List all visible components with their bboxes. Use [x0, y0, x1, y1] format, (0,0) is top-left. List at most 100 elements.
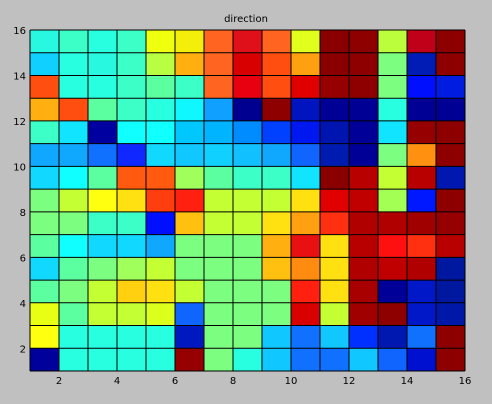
x-tick-label: 6 [172, 376, 178, 387]
heatmap-cell [291, 257, 320, 281]
heatmap-cell [378, 189, 407, 212]
heatmap-cell [204, 98, 233, 121]
heatmap-cell [204, 120, 233, 144]
heatmap-cell [320, 302, 349, 326]
heatmap-cell [233, 98, 262, 121]
heatmap-cell [204, 234, 233, 258]
heatmap-cell [378, 98, 407, 121]
heatmap-cell [262, 120, 291, 144]
heatmap-cell [436, 75, 465, 99]
heatmap-cell [59, 234, 88, 258]
heatmap-cell [146, 189, 175, 212]
heatmap-cell [320, 234, 349, 258]
heatmap-cell [30, 143, 59, 167]
heatmap-cell [436, 234, 465, 258]
heatmap-cell [407, 75, 436, 99]
heatmap-cells [30, 30, 465, 371]
heatmap-cell [175, 166, 204, 190]
y-axis-ticks: 2 4 6 8 10 12 14 16 [13, 26, 26, 355]
heatmap-cell [30, 348, 59, 371]
heatmap-cell [320, 166, 349, 190]
heatmap-cell [291, 143, 320, 167]
heatmap-cell [262, 98, 291, 121]
heatmap-cell [88, 257, 117, 281]
heatmap-cell [291, 120, 320, 144]
heatmap-cell [59, 98, 88, 121]
heatmap-cell [146, 280, 175, 303]
heatmap-cell [378, 143, 407, 167]
heatmap-cell [349, 257, 378, 281]
heatmap-cell [59, 257, 88, 281]
heatmap-cell [378, 234, 407, 258]
heatmap-cell [436, 280, 465, 303]
heatmap-cell [291, 234, 320, 258]
heatmap-cell [262, 189, 291, 212]
heatmap-cell [233, 52, 262, 76]
heatmap-cell [233, 143, 262, 167]
heatmap-cell [59, 211, 88, 235]
heatmap-cell [59, 143, 88, 167]
heatmap-cell [117, 257, 146, 281]
heatmap-cell [378, 257, 407, 281]
heatmap-cell [146, 98, 175, 121]
heatmap-cell [117, 98, 146, 121]
heatmap-cell [146, 30, 175, 53]
heatmap-cell [117, 30, 146, 53]
heatmap-cell [407, 98, 436, 121]
heatmap-cell [378, 52, 407, 76]
heatmap-cell [146, 348, 175, 371]
heatmap-cell [378, 30, 407, 53]
heatmap-cell [262, 257, 291, 281]
heatmap-cell [146, 211, 175, 235]
heatmap-cell [320, 257, 349, 281]
heatmap-cell [175, 98, 204, 121]
heatmap-cell [59, 348, 88, 371]
heatmap-cell [349, 348, 378, 371]
heatmap-cell [30, 302, 59, 326]
heatmap-cell [175, 211, 204, 235]
heatmap-cell [30, 189, 59, 212]
heatmap-cell [59, 280, 88, 303]
heatmap-cell [320, 30, 349, 53]
heatmap-cell [117, 120, 146, 144]
heatmap-cell [262, 325, 291, 349]
heatmap-cell [88, 234, 117, 258]
heatmap-cell [204, 75, 233, 99]
heatmap-cell [88, 143, 117, 167]
heatmap-cell [436, 348, 465, 371]
heatmap-cell [407, 143, 436, 167]
y-tick-label: 14 [13, 71, 26, 82]
heatmap-cell [175, 143, 204, 167]
grid-lines [29, 29, 466, 372]
heatmap-cell [175, 189, 204, 212]
heatmap-cell [320, 189, 349, 212]
heatmap-cell [146, 143, 175, 167]
heatmap-cell [262, 348, 291, 371]
x-tick-label: 14 [401, 376, 414, 387]
heatmap-cell [117, 75, 146, 99]
y-tick-label: 2 [20, 344, 26, 355]
y-tick-label: 4 [20, 299, 26, 310]
heatmap-cell [233, 166, 262, 190]
heatmap-cell [378, 120, 407, 144]
heatmap-cell [320, 325, 349, 349]
heatmap-cell [407, 234, 436, 258]
heatmap-cell [88, 325, 117, 349]
heatmap-cell [291, 211, 320, 235]
heatmap-cell [59, 325, 88, 349]
x-tick-label: 4 [114, 376, 120, 387]
heatmap-cell [262, 52, 291, 76]
heatmap-cell [88, 52, 117, 76]
heatmap-cell [175, 234, 204, 258]
heatmap-cell [436, 166, 465, 190]
heatmap-cell [117, 234, 146, 258]
y-tick-label: 8 [20, 208, 26, 219]
heatmap-cell [378, 280, 407, 303]
heatmap-cell [88, 211, 117, 235]
heatmap-cell [262, 166, 291, 190]
heatmap-cell [233, 302, 262, 326]
heatmap-cell [59, 52, 88, 76]
heatmap-cell [175, 280, 204, 303]
